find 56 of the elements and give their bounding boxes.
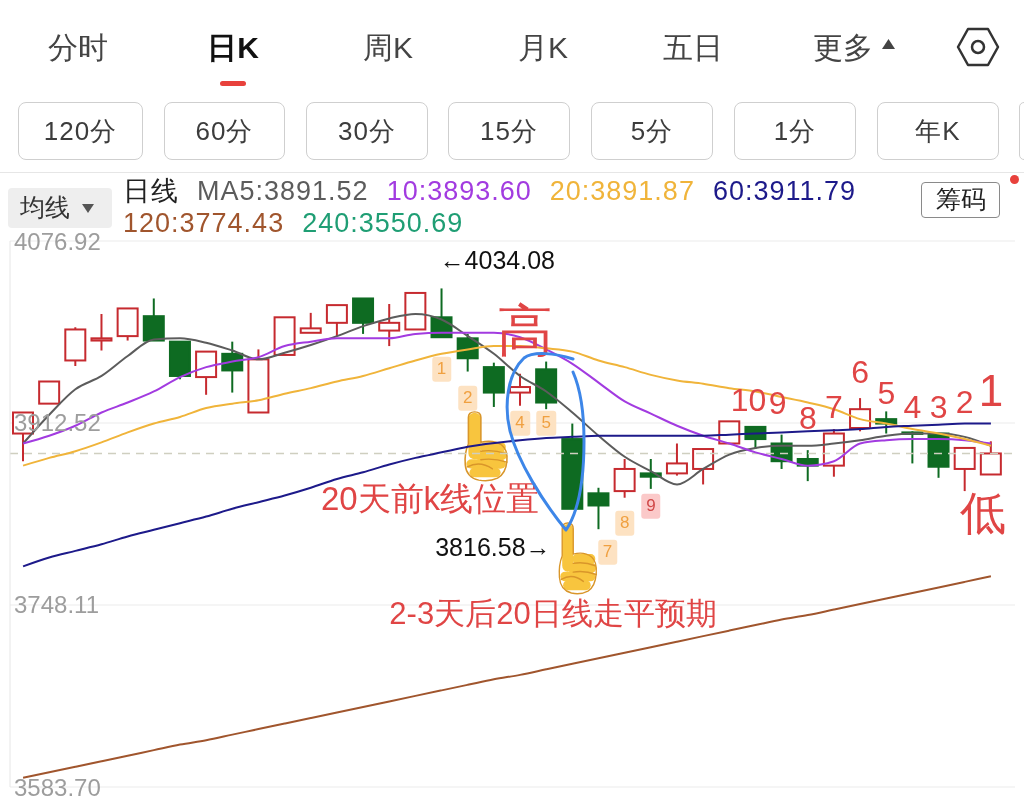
text: 更多: [813, 30, 873, 64]
annotation: 5: [877, 375, 896, 412]
annotation: 3816.58→: [435, 533, 551, 562]
button: 1分: [734, 102, 856, 160]
legend-label: 240:3550.69: [302, 207, 464, 239]
annotation: 10: [730, 382, 767, 419]
text: MA5:3891.52: [197, 175, 369, 207]
tag: 7: [597, 539, 618, 565]
annotation: 3: [929, 389, 948, 426]
annotation: 2: [955, 384, 974, 421]
text: 10:3893.60: [386, 175, 532, 207]
annotation: 8: [798, 400, 817, 437]
annotation: 9: [646, 495, 656, 516]
button: 15分: [448, 102, 570, 160]
annotation: ←4034.08: [439, 246, 555, 275]
button: 120分: [18, 102, 143, 160]
dropdown: 均线: [8, 188, 112, 228]
tag: 4: [510, 410, 530, 436]
button: 筹码: [921, 182, 1000, 218]
annotation: 5: [541, 412, 551, 433]
text: 月K: [517, 30, 569, 64]
button: 年K: [877, 102, 999, 160]
tag: 8: [614, 510, 635, 536]
annotation: 8: [619, 512, 630, 533]
tag: 2: [458, 385, 478, 411]
annotation: 1: [436, 358, 447, 379]
legend-title: 日线: [123, 175, 179, 207]
y-tick-label: 3583.70: [14, 773, 101, 799]
annotation: 4: [903, 389, 922, 426]
tag: 9: [641, 493, 661, 519]
candlestick: [90, 312, 113, 352]
annotation: 低: [960, 486, 1006, 539]
annotation: 4: [515, 412, 525, 433]
annotation: 6: [851, 354, 870, 391]
y-tick-label: 3748.11: [14, 591, 99, 619]
annotation: 20天前k线位置: [320, 479, 540, 518]
tag: 1: [431, 356, 452, 382]
text: 20:3891.87: [549, 175, 695, 207]
annotation: 2-3天后20日线走平预期: [389, 595, 717, 632]
button: 5分: [591, 102, 713, 160]
button: 60分: [164, 102, 285, 160]
text: 120:3774.43: [123, 207, 285, 239]
tag: 5: [536, 410, 556, 436]
annotation: 7: [602, 541, 613, 562]
text: 日K: [207, 30, 259, 64]
text: 周K: [362, 30, 414, 64]
text: 分时: [48, 30, 108, 64]
button: 30分: [306, 102, 428, 160]
text: 五日: [663, 30, 723, 64]
annotation: 1: [978, 365, 1004, 416]
text: 60:3911.79: [712, 175, 857, 207]
candlestick: [613, 457, 636, 499]
annotation: 9: [768, 385, 787, 422]
annotation: 2: [463, 387, 473, 408]
candlestick: [665, 442, 688, 477]
y-tick-label: 4076.92: [14, 227, 101, 255]
